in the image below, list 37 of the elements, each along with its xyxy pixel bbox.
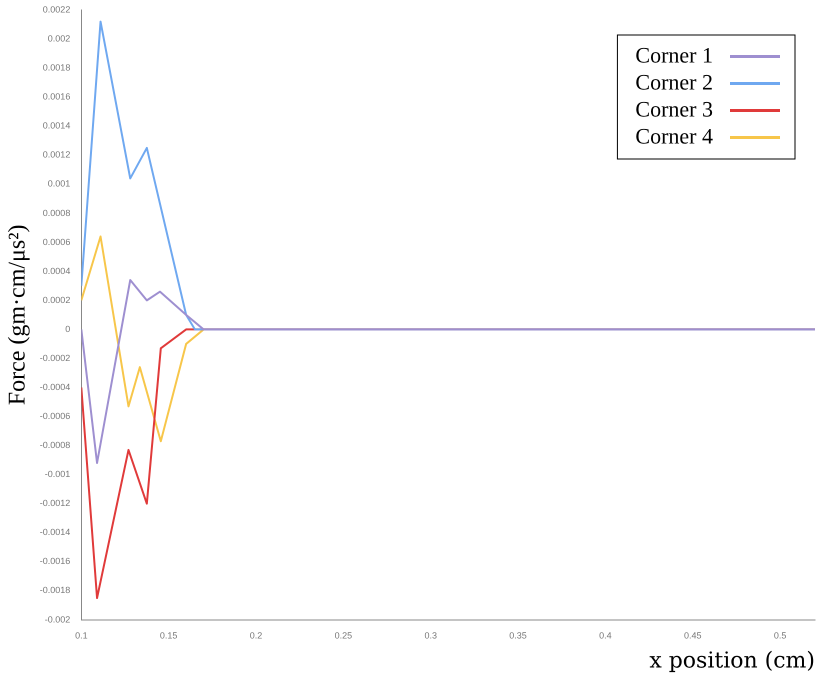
y-tick-label: 0.0014: [42, 120, 70, 131]
y-tick-label: -0.001: [44, 469, 70, 480]
y-tick-label: -0.0012: [40, 498, 70, 508]
x-tick-label: 0.15: [160, 630, 178, 641]
y-tick-label: -0.002: [44, 614, 70, 624]
y-tick-label: -0.0018: [40, 585, 70, 596]
legend-label: Corner 2: [635, 69, 714, 94]
y-tick-label: -0.0004: [40, 382, 70, 392]
x-tick-label: 0.3: [424, 630, 437, 641]
y-tick-label: 0.0012: [42, 150, 70, 160]
y-tick-label: 0.0006: [42, 236, 70, 247]
y-tick-label: 0.002: [48, 34, 70, 44]
y-tick-label: -0.0016: [40, 556, 70, 566]
y-tick-label: 0.0022: [42, 4, 70, 14]
y-tick-label: -0.0006: [40, 411, 70, 422]
x-tick-label: 0.2: [250, 630, 262, 641]
x-tick-label: 0.1: [75, 630, 88, 641]
x-tick-label: 0.45: [684, 630, 702, 641]
x-tick-label: 0.35: [509, 630, 527, 641]
y-axis-title: Force (gm·cm/μs²): [4, 224, 31, 406]
y-tick-label: 0.0016: [42, 92, 70, 102]
y-tick-label: 0.001: [48, 178, 70, 189]
y-tick-label: 0.0002: [42, 294, 70, 305]
y-tick-label: 0.0004: [42, 266, 70, 276]
y-tick-label: -0.0014: [40, 527, 70, 538]
y-tick-label: -0.0002: [40, 352, 70, 363]
y-tick-label: 0.0008: [42, 208, 70, 218]
legend-label: Corner 4: [635, 123, 714, 148]
x-tick-label: 0.25: [334, 630, 352, 641]
y-tick-label: 0: [65, 324, 70, 334]
x-tick-label: 0.5: [774, 630, 786, 641]
y-tick-label: 0.0018: [42, 62, 70, 73]
legend-label: Corner 3: [635, 96, 714, 122]
x-tick-label: 0.4: [599, 630, 612, 641]
y-tick-label: -0.0008: [40, 440, 70, 450]
legend-label: Corner 1: [635, 42, 714, 68]
x-axis-title: x position (cm): [649, 648, 815, 674]
